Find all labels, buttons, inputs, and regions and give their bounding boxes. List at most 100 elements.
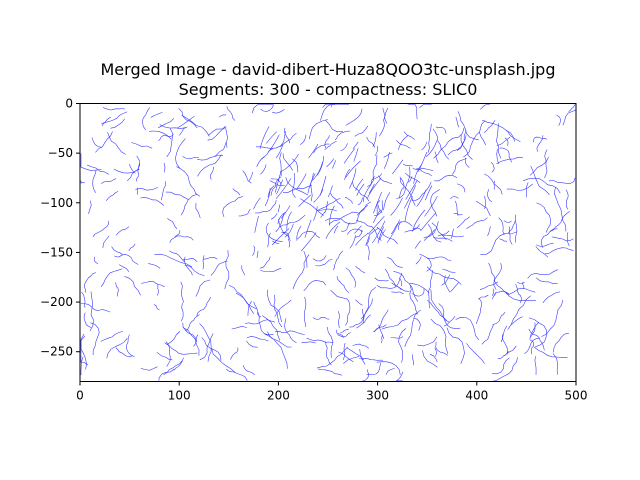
segment-boundary bbox=[460, 134, 473, 160]
segment-boundary bbox=[528, 328, 545, 351]
segment-boundary bbox=[496, 123, 502, 159]
segment-boundary bbox=[278, 218, 291, 241]
segment-boundary bbox=[270, 213, 278, 220]
segment-boundary bbox=[411, 289, 425, 297]
segment-boundary bbox=[383, 192, 391, 211]
segment-boundary bbox=[317, 155, 325, 176]
segment-boundary bbox=[455, 200, 459, 216]
segment-boundary bbox=[400, 178, 405, 189]
segment-boundary bbox=[480, 104, 490, 110]
segment-boundary bbox=[340, 222, 351, 232]
segment-boundary bbox=[83, 312, 92, 328]
segment-boundary bbox=[236, 293, 254, 314]
segment-boundary bbox=[140, 197, 164, 206]
segment-boundary bbox=[228, 285, 257, 310]
segment-boundary bbox=[315, 259, 333, 267]
segment-boundary bbox=[487, 226, 491, 236]
segment-boundary bbox=[260, 267, 282, 272]
segment-boundary bbox=[394, 272, 403, 288]
segment-boundary bbox=[353, 148, 359, 162]
segment-boundary bbox=[438, 303, 461, 329]
segment-boundary bbox=[320, 210, 326, 218]
segment-boundary bbox=[496, 137, 511, 146]
segment-boundary bbox=[374, 145, 379, 156]
segment-boundary bbox=[455, 316, 479, 340]
segment-boundary bbox=[355, 178, 364, 191]
segment-boundary bbox=[352, 343, 369, 349]
segment-boundary bbox=[535, 246, 548, 258]
segment-boundary bbox=[419, 104, 432, 108]
segment-boundary bbox=[356, 205, 368, 216]
segment-boundary bbox=[479, 281, 498, 290]
x-tick-label: 500 bbox=[565, 389, 588, 403]
segment-boundary bbox=[176, 115, 195, 129]
segment-boundary bbox=[566, 232, 570, 247]
segment-boundary bbox=[493, 290, 510, 296]
segment-boundary bbox=[255, 131, 286, 149]
segment-boundary bbox=[253, 197, 261, 210]
segment-boundary bbox=[508, 220, 516, 234]
segment-boundary bbox=[330, 289, 347, 300]
segment-boundary bbox=[496, 148, 499, 164]
segment-boundary bbox=[413, 317, 421, 331]
segment-boundary bbox=[182, 156, 200, 160]
segment-boundary bbox=[391, 291, 404, 295]
segment-boundary bbox=[338, 311, 340, 329]
segment-boundary bbox=[269, 180, 285, 186]
segment-boundary bbox=[457, 216, 470, 228]
y-tick-label: −50 bbox=[48, 146, 73, 160]
segment-boundary bbox=[504, 291, 536, 301]
x-tick-label: 200 bbox=[267, 389, 290, 403]
segment-boundary bbox=[280, 205, 291, 219]
segment-boundary bbox=[507, 295, 531, 330]
y-tick-label: −100 bbox=[40, 196, 73, 210]
segment-boundary bbox=[466, 343, 485, 364]
segment-boundary bbox=[110, 118, 125, 129]
segment-boundary bbox=[81, 292, 86, 308]
segment-boundary bbox=[175, 138, 186, 169]
segment-boundary bbox=[181, 115, 210, 137]
segment-boundary bbox=[307, 173, 316, 194]
segment-boundary bbox=[308, 119, 328, 140]
segment-boundary bbox=[398, 135, 409, 150]
segment-boundary bbox=[356, 314, 371, 329]
segment-boundary bbox=[403, 131, 415, 140]
segment-boundary bbox=[181, 302, 184, 322]
segment-boundary bbox=[325, 120, 343, 133]
segment-boundary bbox=[260, 164, 267, 175]
segment-boundary bbox=[304, 219, 312, 238]
segment-boundary bbox=[101, 178, 117, 184]
y-tick-label: 0 bbox=[65, 97, 73, 111]
segment-boundary bbox=[396, 140, 411, 149]
segment-boundary bbox=[318, 198, 341, 211]
segment-boundary bbox=[248, 171, 253, 182]
segment-boundary bbox=[450, 281, 459, 292]
segment-boundary bbox=[399, 187, 403, 199]
segment-boundary bbox=[565, 189, 569, 210]
segment-boundary bbox=[533, 136, 548, 143]
segment-boundary bbox=[379, 229, 386, 240]
segment-boundary bbox=[334, 130, 351, 141]
segment-boundary bbox=[484, 173, 503, 195]
segment-boundary bbox=[173, 357, 184, 371]
segment-boundary bbox=[91, 137, 102, 148]
segment-boundary bbox=[80, 153, 102, 171]
segment-boundary bbox=[529, 322, 539, 340]
segment-boundary bbox=[486, 189, 493, 202]
segment-boundary bbox=[262, 315, 281, 341]
segment-boundary bbox=[247, 300, 252, 316]
x-axis: 0 100 200 300 400 500 bbox=[76, 381, 588, 403]
segment-boundary bbox=[193, 334, 198, 347]
segment-boundary bbox=[102, 235, 110, 248]
segment-boundary bbox=[493, 357, 518, 381]
segment-boundary bbox=[444, 275, 451, 293]
segment-boundary bbox=[365, 227, 379, 246]
segment-boundary bbox=[165, 341, 171, 367]
segment-boundary bbox=[506, 183, 533, 191]
segment-boundary bbox=[524, 338, 540, 354]
segment-boundary bbox=[536, 277, 558, 284]
segment-boundary bbox=[275, 330, 305, 335]
segment-boundary bbox=[180, 281, 184, 303]
segment-boundary bbox=[437, 230, 450, 237]
segment-boundary bbox=[349, 308, 364, 328]
